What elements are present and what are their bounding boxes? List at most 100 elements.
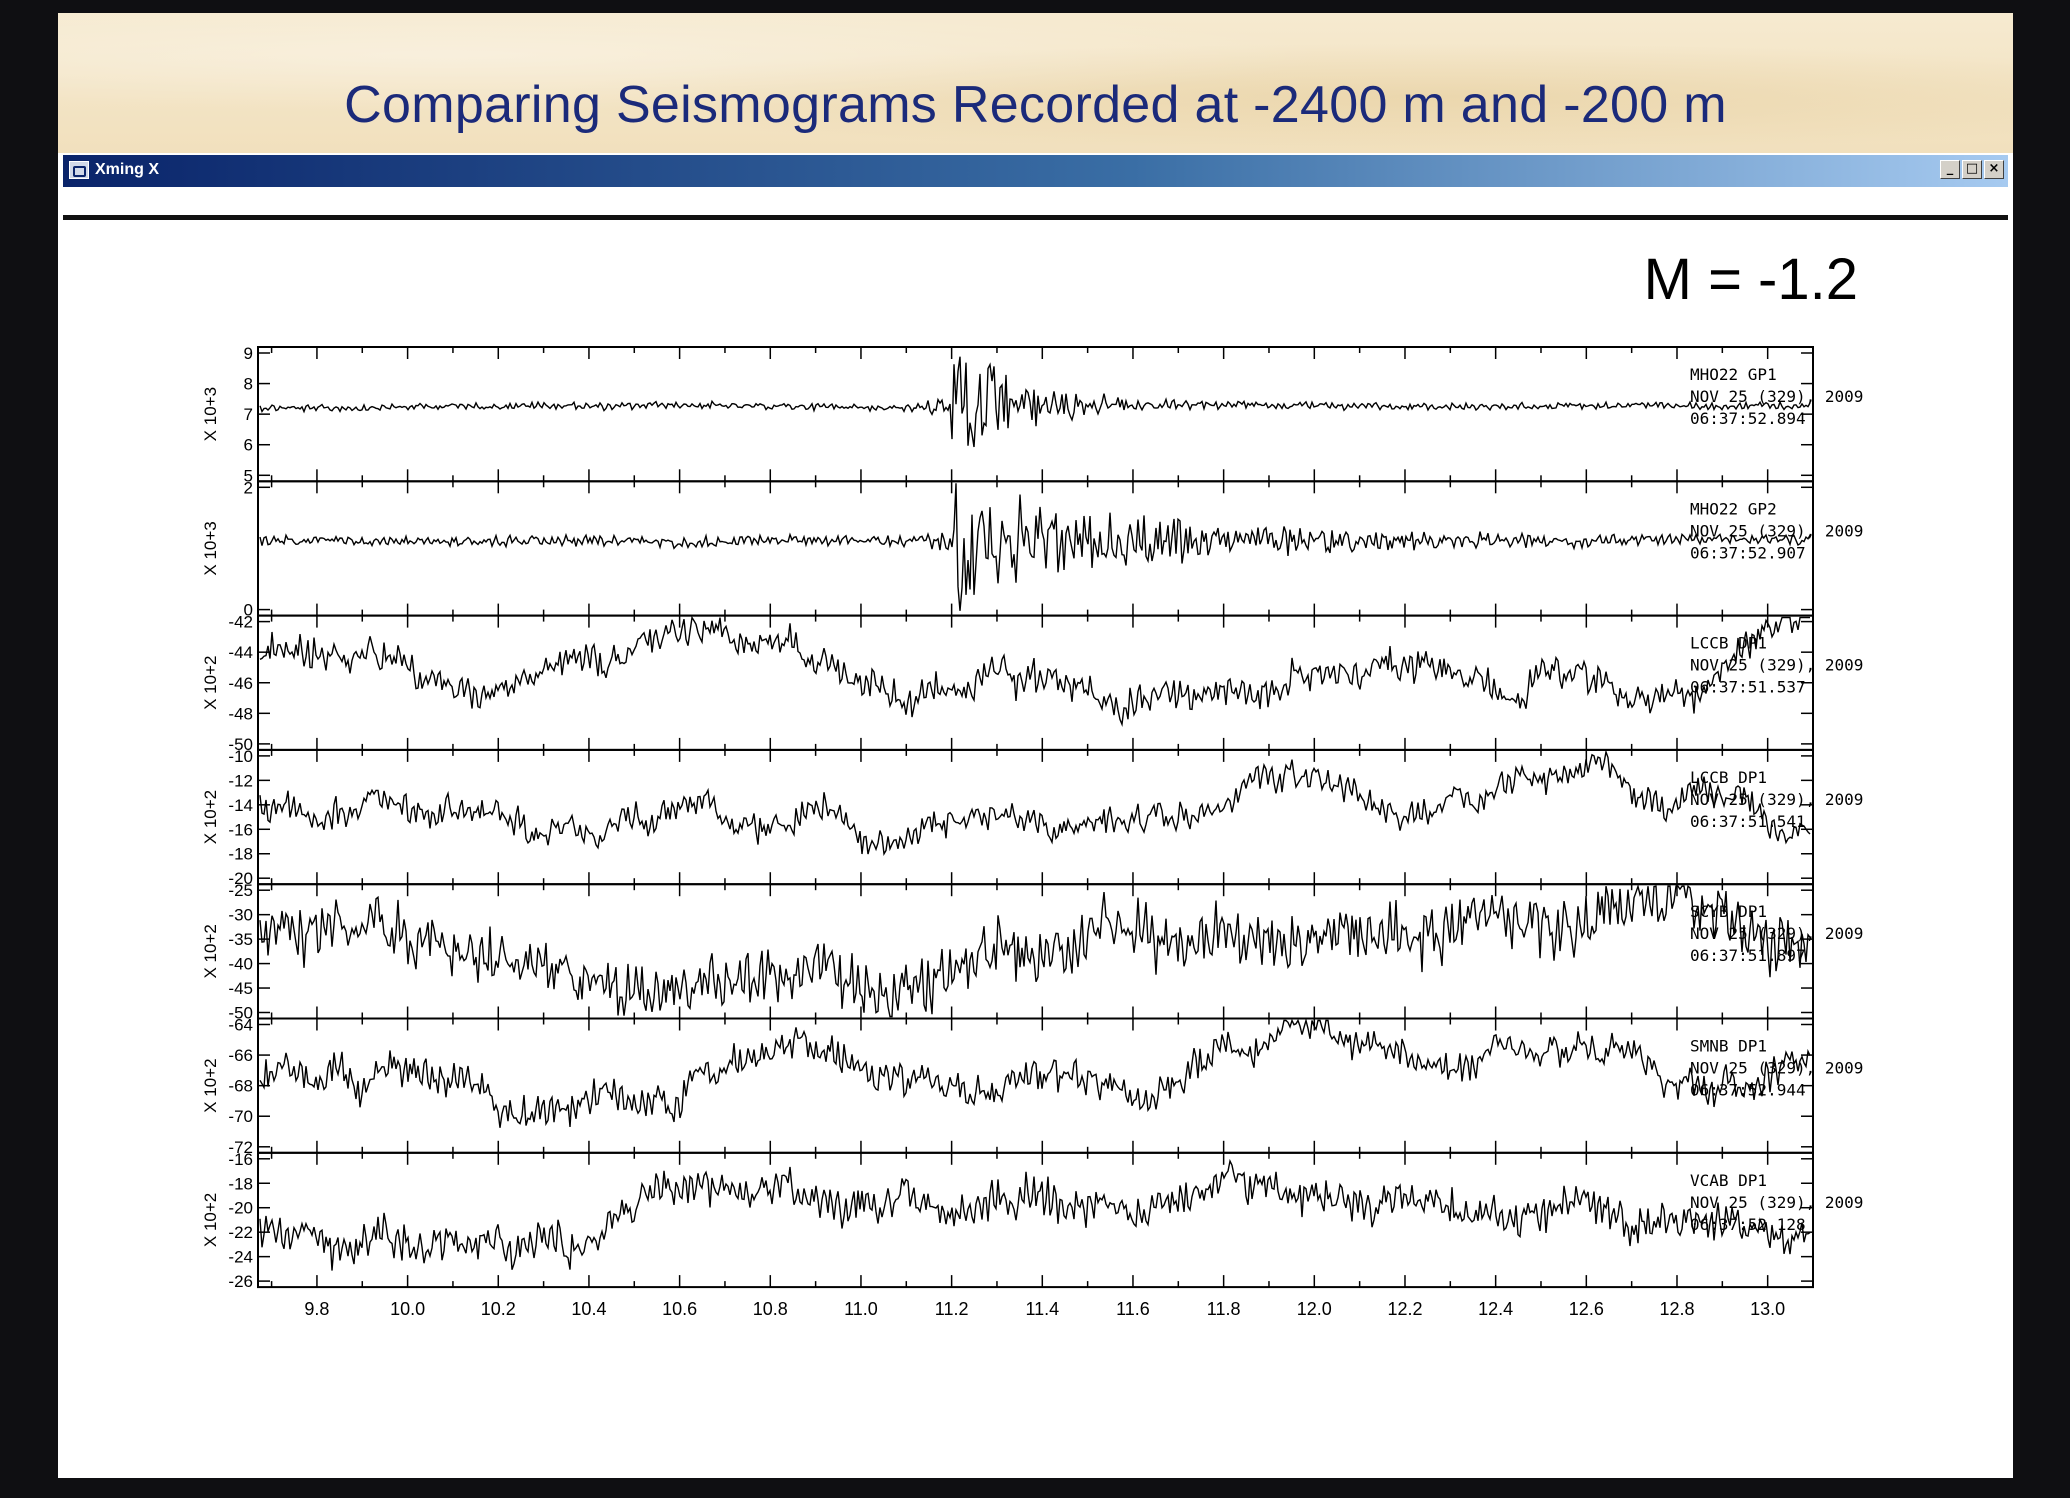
- panel-6-date-label: NOV 25 (329), 2009: [1690, 1059, 1863, 1078]
- panel-5-ytick-label: -50: [228, 1004, 253, 1023]
- maximize-icon: □: [1965, 161, 1979, 176]
- x-tick-label: 10.6: [662, 1299, 697, 1319]
- panel-5-ytick-label: -45: [228, 979, 253, 998]
- xming-app-icon[interactable]: [69, 161, 89, 179]
- panel-7-ytick-label: -20: [228, 1199, 253, 1218]
- x-tick-label: 11.2: [935, 1299, 969, 1319]
- panel-4-ytick-label: -18: [228, 845, 253, 864]
- minimize-icon: _: [1946, 161, 1954, 176]
- panel-5-station-label: SCYB DP1: [1690, 902, 1767, 921]
- panel-6-ytick-label: -72: [228, 1138, 253, 1157]
- panel-2-date-label: NOV 25 (329), 2009: [1690, 521, 1863, 540]
- panel-7-time-label: 06:37:52.128: [1690, 1215, 1806, 1234]
- panel-4-time-label: 06:37:51.541: [1690, 812, 1806, 831]
- magnitude-label: M = -1.2: [1643, 247, 1858, 312]
- panel-4-ytick-label: -20: [228, 869, 253, 888]
- panel-7-ytick-label: -26: [228, 1272, 253, 1291]
- panel-5-ylabel: X 10+2: [201, 924, 220, 978]
- panel-7-ytick-label: -24: [228, 1248, 253, 1267]
- panel-1-ytick-label: 5: [244, 466, 253, 485]
- x-tick-label: 12.0: [1297, 1299, 1332, 1319]
- panel-7-frame: [257, 1151, 1814, 1289]
- x-tick-label: 10.4: [571, 1299, 606, 1319]
- panel-5-ytick-label: -35: [228, 930, 253, 949]
- panel-5-ytick-label: -25: [228, 881, 253, 900]
- close-button[interactable]: ×: [1984, 160, 2004, 179]
- x-tick-label: 13.0: [1750, 1299, 1785, 1319]
- maximize-button[interactable]: □: [1962, 160, 1982, 179]
- panel-7-ylabel: X 10+2: [201, 1193, 220, 1247]
- window-title: Xming X: [95, 161, 160, 178]
- window-controls: _ □ ×: [1940, 160, 2004, 179]
- panel-4-ytick-label: -10: [228, 747, 253, 766]
- panel-3-ytick-label: -46: [228, 674, 253, 693]
- panel-2-frame: [257, 480, 1814, 617]
- panel-5-date-label: NOV 25 (329), 2009: [1690, 924, 1863, 943]
- panel-4-ylabel: X 10+2: [201, 790, 220, 844]
- x-tick-label: 12.6: [1569, 1299, 1604, 1319]
- panel-3-time-label: 06:37:51.537: [1690, 678, 1806, 697]
- window-separator: [63, 215, 2008, 220]
- panel-6-ytick-label: -68: [228, 1077, 253, 1096]
- panel-7-trace: [259, 1158, 1811, 1271]
- x-tick-label: 11.4: [1025, 1299, 1059, 1319]
- x-tick-label: 11.0: [844, 1299, 878, 1319]
- panel-7-ytick-label: -18: [228, 1174, 253, 1193]
- panel-3-ytick-label: -50: [228, 735, 253, 754]
- panel-2-ytick-label: 0: [244, 601, 253, 620]
- panel-5-time-label: 06:37:51.897: [1690, 946, 1806, 965]
- xming-titlebar[interactable]: Xming X _ □ ×: [63, 155, 2008, 187]
- x-tick-label: 10.0: [390, 1299, 425, 1319]
- x-tick-label: 11.8: [1207, 1299, 1241, 1319]
- slide: Comparing Seismograms Recorded at -2400 …: [58, 13, 2013, 1478]
- panel-5-trace: [259, 883, 1811, 1018]
- panel-6-trace: [259, 1017, 1811, 1128]
- panel-2-station-label: MHO22 GP2: [1690, 499, 1777, 518]
- panel-1-trace: [259, 356, 1811, 448]
- panel-1-ylabel: X 10+3: [201, 387, 220, 441]
- x-tick-label: 10.8: [753, 1299, 788, 1319]
- panel-4-ytick-label: -12: [228, 771, 253, 790]
- panel-1-ytick-label: 9: [244, 344, 253, 363]
- x-tick-label: 11.6: [1116, 1299, 1150, 1319]
- x-tick-label: 12.8: [1659, 1299, 1694, 1319]
- panel-2-trace: [259, 483, 1811, 611]
- x-tick-label: 10.2: [481, 1299, 516, 1319]
- x-tick-label: 12.2: [1387, 1299, 1422, 1319]
- panel-3-ytick-label: -44: [228, 643, 253, 662]
- slide-title: Comparing Seismograms Recorded at -2400 …: [344, 76, 1727, 134]
- close-icon: ×: [1988, 161, 2000, 176]
- panel-4-ytick-label: -14: [228, 796, 253, 815]
- panel-1-ytick-label: 7: [244, 405, 253, 424]
- panel-7-ytick-label: -16: [228, 1150, 253, 1169]
- panel-6-ylabel: X 10+2: [201, 1058, 220, 1112]
- x-tick-label: 9.8: [304, 1299, 329, 1319]
- panel-1-station-label: MHO22 GP1: [1690, 365, 1777, 384]
- panel-2-time-label: 06:37:52.907: [1690, 543, 1806, 562]
- panel-4-station-label: LCCB DP1: [1690, 768, 1767, 787]
- panel-3-ylabel: X 10+2: [201, 656, 220, 710]
- panel-1-ytick-label: 8: [244, 375, 253, 394]
- panel-3-station-label: LCCB DP1: [1690, 634, 1767, 653]
- panel-6-station-label: SMNB DP1: [1690, 1037, 1767, 1056]
- panel-3-trace: [259, 615, 1810, 728]
- panel-7-ytick-label: -22: [228, 1223, 253, 1242]
- panel-4-ytick-label: -16: [228, 820, 253, 839]
- minimize-button[interactable]: _: [1940, 160, 1960, 179]
- panel-2-ylabel: X 10+3: [201, 521, 220, 575]
- panel-7-station-label: VCAB DP1: [1690, 1171, 1767, 1190]
- panel-6-ytick-label: -70: [228, 1107, 253, 1126]
- panel-4-date-label: NOV 25 (329), 2009: [1690, 790, 1863, 809]
- panel-3-ytick-label: -42: [228, 613, 253, 632]
- panel-1-ytick-label: 6: [244, 436, 253, 455]
- panel-7-date-label: NOV 25 (329), 2009: [1690, 1193, 1863, 1212]
- panel-5-ytick-label: -40: [228, 955, 253, 974]
- panel-1-date-label: NOV 25 (329), 2009: [1690, 387, 1863, 406]
- panel-3-ytick-label: -48: [228, 704, 253, 723]
- panel-5-ytick-label: -30: [228, 906, 253, 925]
- panel-3-date-label: NOV 25 (329), 2009: [1690, 656, 1863, 675]
- seismogram-plot: 9 8 7 6 5 X 10+3 MHO22 GP1 NOV 25 (329), 2009 06…: [201, 344, 1863, 1319]
- panel-6-time-label: 06:37:52.944: [1690, 1081, 1806, 1100]
- panel-4-trace: [259, 749, 1811, 857]
- slide-header: Comparing Seismograms Recorded at -2400 …: [58, 13, 2013, 153]
